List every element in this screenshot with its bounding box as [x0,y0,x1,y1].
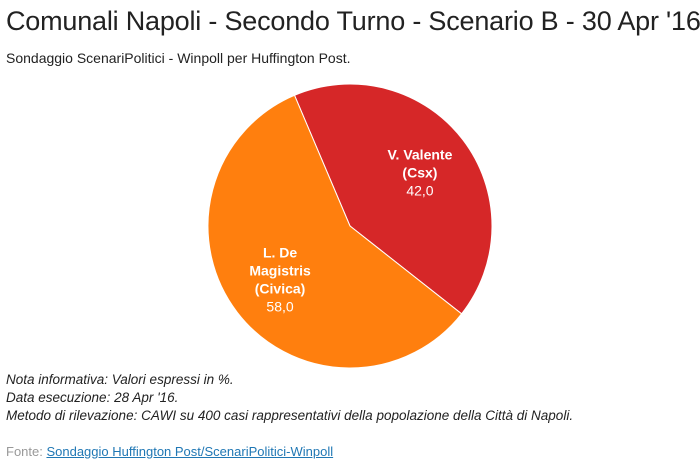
chart-subtitle: Sondaggio ScenariPolitici - Winpoll per … [6,50,351,66]
pie-slice-name-0-1: (Csx) [402,165,437,181]
pie-slice-label-0: V. Valente (Csx) 42,0 [388,147,453,199]
chart-title: Comunali Napoli - Secondo Turno - Scenar… [6,6,700,36]
pie-slice-name-1-2: (Civica) [255,280,306,296]
pie-slice-1[interactable] [207,94,463,369]
note-date: Data esecuzione: 28 Apr '16. [6,390,179,405]
source-line: Fonte: Sondaggio Huffington Post/Scenari… [6,444,333,459]
pie-slice-name-1-0: L. De [263,244,297,260]
source-prefix: Fonte: [6,444,47,459]
pie-slice-label-1: L. De Magistris (Civica) 58,0 [249,244,311,314]
pie-slice-value-0: 42,0 [406,183,433,199]
pie-slice-0[interactable] [293,83,493,315]
pie-slice-name-0-0: V. Valente [388,147,453,163]
pie-slice-value-1: 58,0 [266,298,293,314]
note-method: Metodo di rilevazione: CAWI su 400 casi … [6,408,574,423]
pie-slice-name-1-1: Magistris [249,262,311,278]
source-link[interactable]: Sondaggio Huffington Post/ScenariPolitic… [46,444,334,459]
note-info: Nota informativa: Valori espressi in %. [6,372,234,387]
chart-notes: Nota informativa: Valori espressi in %. … [6,371,573,425]
